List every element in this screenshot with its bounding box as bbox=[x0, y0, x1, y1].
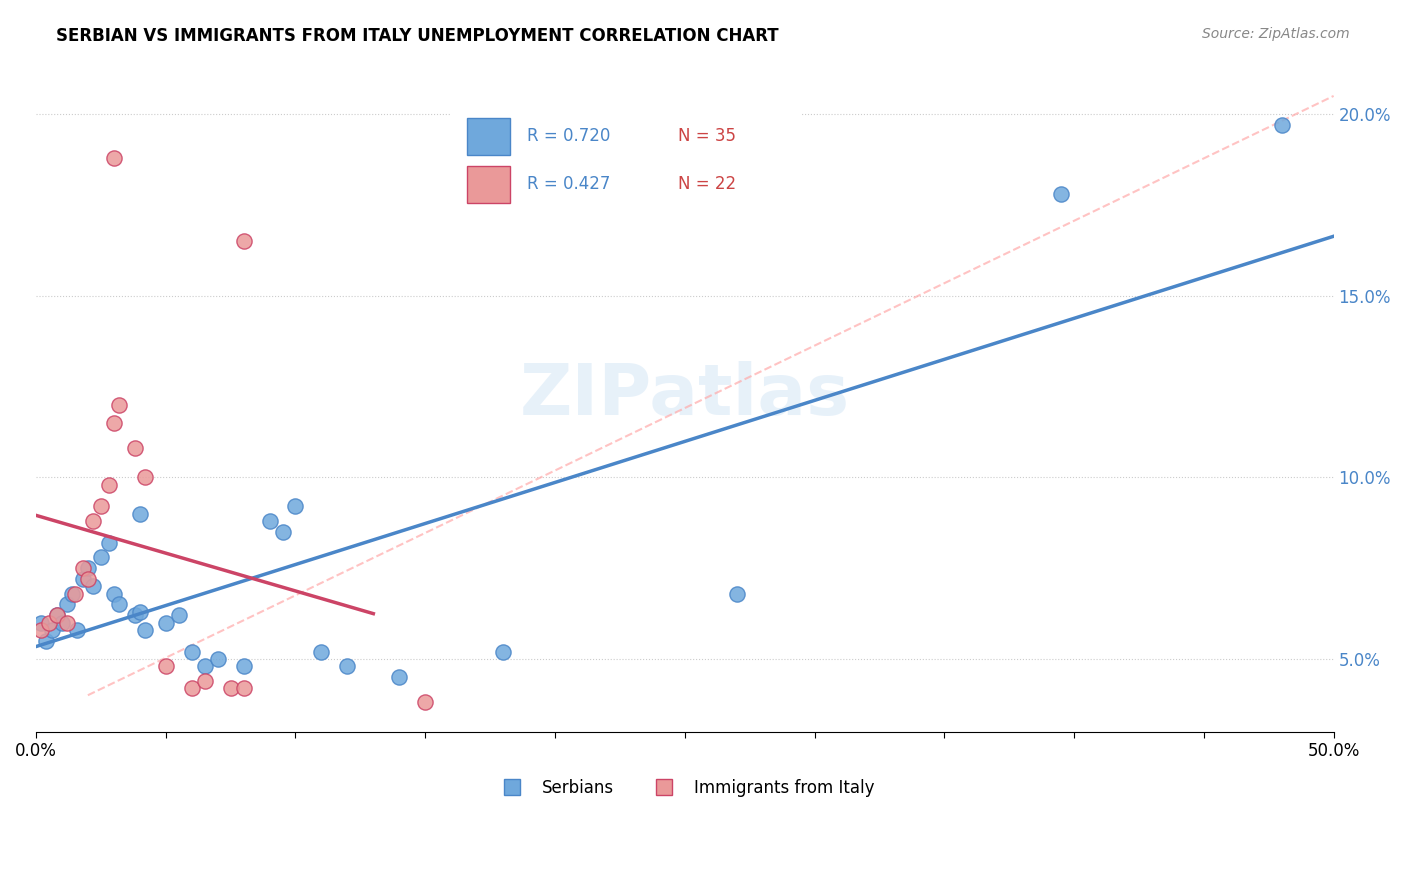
Point bbox=[492, 645, 515, 659]
Point bbox=[35, 633, 58, 648]
Point bbox=[232, 681, 254, 695]
Point bbox=[134, 623, 156, 637]
Point bbox=[388, 670, 411, 684]
Point bbox=[66, 623, 89, 637]
Point bbox=[124, 442, 146, 456]
Point bbox=[1271, 118, 1294, 132]
Point bbox=[259, 514, 281, 528]
Point bbox=[82, 514, 104, 528]
Point bbox=[207, 652, 229, 666]
Point bbox=[72, 572, 94, 586]
Point bbox=[180, 681, 202, 695]
Bar bbox=[467, 166, 510, 203]
Text: N = 22: N = 22 bbox=[679, 175, 737, 193]
Point bbox=[82, 579, 104, 593]
Legend: Serbians, Immigrants from Italy: Serbians, Immigrants from Italy bbox=[488, 772, 882, 804]
Point bbox=[108, 398, 131, 412]
Text: N = 35: N = 35 bbox=[679, 127, 737, 145]
Text: R = 0.720: R = 0.720 bbox=[527, 127, 610, 145]
Point bbox=[284, 500, 307, 514]
Point bbox=[30, 623, 52, 637]
Point bbox=[725, 586, 748, 600]
Point bbox=[51, 615, 73, 630]
Point bbox=[219, 681, 242, 695]
Point bbox=[72, 561, 94, 575]
Point bbox=[167, 608, 190, 623]
Point bbox=[38, 615, 60, 630]
Point bbox=[194, 659, 217, 673]
Point bbox=[194, 673, 217, 688]
Point bbox=[311, 645, 333, 659]
Point bbox=[45, 608, 67, 623]
Bar bbox=[467, 118, 510, 155]
Point bbox=[128, 507, 150, 521]
Point bbox=[90, 550, 112, 565]
Point bbox=[413, 696, 436, 710]
Point bbox=[76, 572, 98, 586]
Point bbox=[76, 561, 98, 575]
Point bbox=[45, 608, 67, 623]
Point bbox=[103, 416, 125, 430]
Point bbox=[56, 615, 79, 630]
Point bbox=[232, 659, 254, 673]
Point bbox=[155, 659, 177, 673]
Point bbox=[103, 586, 125, 600]
Point bbox=[60, 586, 83, 600]
Point bbox=[134, 470, 156, 484]
Point bbox=[155, 615, 177, 630]
Point bbox=[103, 151, 125, 165]
Point bbox=[336, 659, 359, 673]
Point bbox=[56, 598, 79, 612]
Point bbox=[97, 535, 120, 549]
Point bbox=[41, 623, 63, 637]
Text: R = 0.427: R = 0.427 bbox=[527, 175, 610, 193]
Point bbox=[232, 234, 254, 248]
Point bbox=[90, 500, 112, 514]
Point bbox=[124, 608, 146, 623]
Point bbox=[128, 605, 150, 619]
FancyBboxPatch shape bbox=[443, 105, 808, 216]
Point bbox=[271, 524, 294, 539]
Point bbox=[30, 615, 52, 630]
Text: SERBIAN VS IMMIGRANTS FROM ITALY UNEMPLOYMENT CORRELATION CHART: SERBIAN VS IMMIGRANTS FROM ITALY UNEMPLO… bbox=[56, 27, 779, 45]
Point bbox=[108, 598, 131, 612]
Point bbox=[63, 586, 86, 600]
Point bbox=[180, 645, 202, 659]
Point bbox=[97, 477, 120, 491]
Text: ZIPatlas: ZIPatlas bbox=[520, 361, 849, 430]
Text: Source: ZipAtlas.com: Source: ZipAtlas.com bbox=[1202, 27, 1350, 41]
Point bbox=[1050, 186, 1073, 201]
